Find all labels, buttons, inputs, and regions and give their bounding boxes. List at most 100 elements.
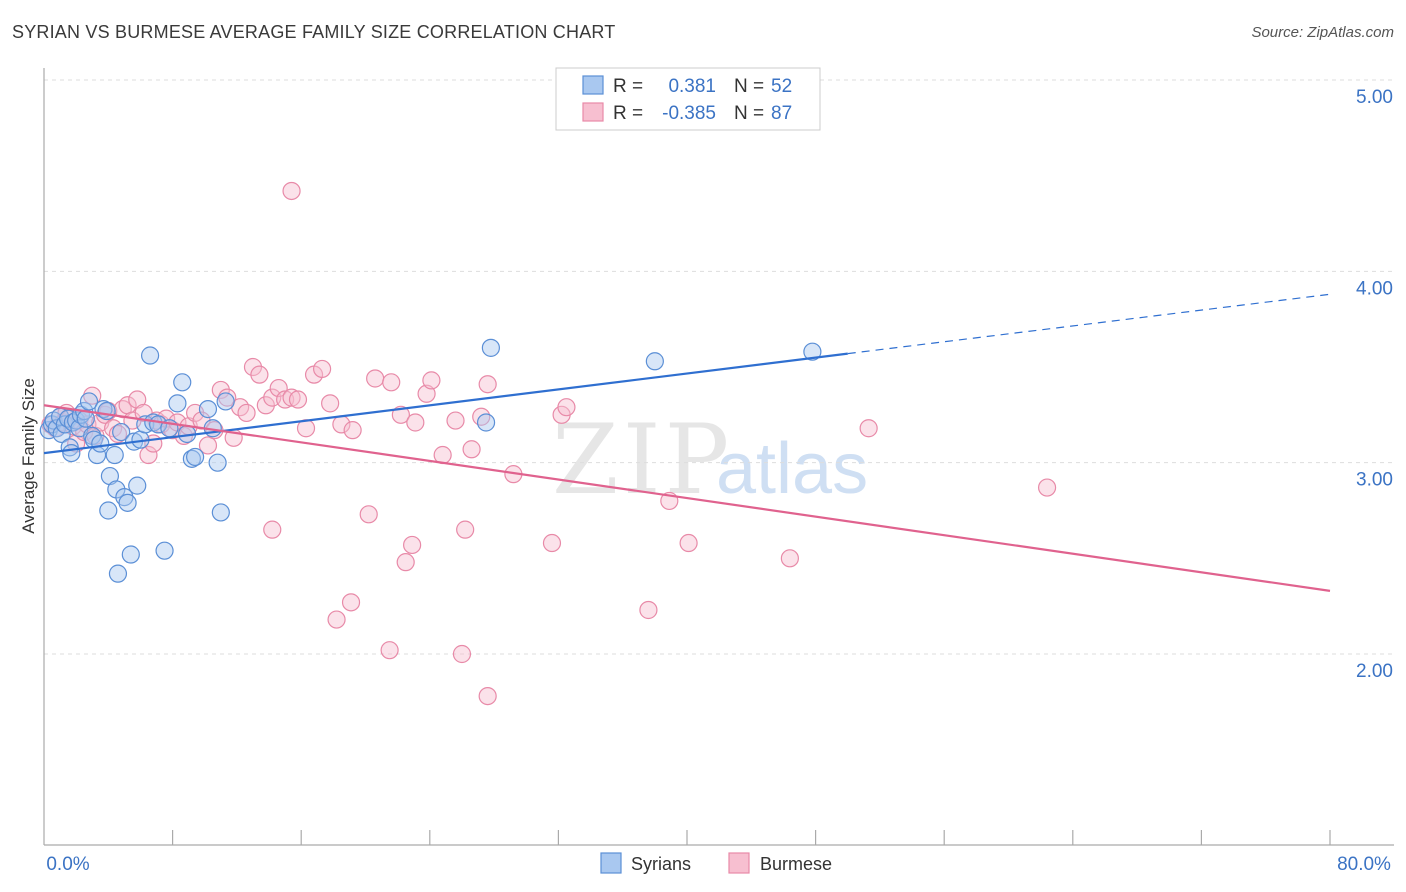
burmese-point-73 <box>780 549 799 568</box>
trend-lines <box>43 293 1331 592</box>
burmese-point-59 <box>417 384 436 403</box>
legend-swatch-syrians <box>582 75 604 95</box>
bottom-legend-label-burmese: Burmese <box>760 854 832 874</box>
bottom-legend-swatch-syrians <box>600 852 622 874</box>
burmese-point-40 <box>237 403 256 423</box>
burmese-point-57 <box>391 405 410 424</box>
burmese-point-77 <box>263 520 282 539</box>
burmese-point-48 <box>288 390 308 409</box>
legend-r-label-syrians: R = <box>613 76 643 97</box>
burmese-point-70 <box>639 600 658 620</box>
burmese-point-54 <box>343 421 362 440</box>
watermark-zip: ZIP <box>552 404 733 516</box>
chart-title: SYRIAN VS BURMESE AVERAGE FAMILY SIZE CO… <box>12 22 616 42</box>
burmese-point-42 <box>250 365 269 384</box>
syrians-trend-extension <box>847 293 1331 355</box>
legend-r-label-burmese: R = <box>613 103 643 124</box>
burmese-point-51 <box>312 359 332 379</box>
syrians-point-27 <box>108 564 128 583</box>
chart-source: Source: ZipAtlas.com <box>1251 24 1394 41</box>
syrians-point-44 <box>182 449 201 468</box>
syrians-point-54 <box>216 392 235 411</box>
legend-n-label-burmese: N = <box>734 103 764 124</box>
syrians-points <box>39 338 822 583</box>
syrians-point-23 <box>99 501 118 520</box>
burmese-point-67 <box>542 533 562 553</box>
burmese-point-46 <box>276 390 295 409</box>
syrians-point-45 <box>186 447 205 467</box>
burmese-point-72 <box>679 533 698 553</box>
syrians-point-48 <box>208 453 227 472</box>
y-tick-label-2: 4.00 <box>1356 278 1393 299</box>
legend-r-value-syrians: 0.381 <box>668 76 716 97</box>
burmese-point-82 <box>396 553 415 572</box>
burmese-point-75 <box>1037 478 1057 497</box>
x-tick-label-max: 80.0% <box>1337 854 1391 875</box>
burmese-point-78 <box>327 610 346 629</box>
burmese-point-47 <box>282 388 301 407</box>
syrians-point-16 <box>79 392 99 411</box>
series-legend: Syrians Burmese <box>600 852 832 874</box>
burmese-point-17 <box>108 424 128 444</box>
syrians-point-51 <box>645 352 664 371</box>
correlation-legend: R = 0.381 N = 52 R = -0.385 N = 87 <box>555 67 821 131</box>
burmese-point-84 <box>452 644 472 664</box>
syrians-point-5 <box>52 424 71 444</box>
y-axis-title: Average Family Size <box>19 378 38 534</box>
syrians-point-33 <box>128 476 147 495</box>
syrians-point-28 <box>112 422 131 442</box>
syrians-point-36 <box>140 346 160 365</box>
syrians-trend-line <box>43 352 848 455</box>
y-tick-label-0: 2.00 <box>1356 661 1393 682</box>
y-tick-label-1: 3.00 <box>1356 470 1393 491</box>
syrians-point-9 <box>62 444 81 463</box>
burmese-point-55 <box>366 369 385 388</box>
burmese-point-23 <box>139 445 158 465</box>
legend-r-value-burmese: -0.385 <box>662 103 716 124</box>
burmese-point-80 <box>359 505 378 524</box>
burmese-point-65 <box>478 375 497 394</box>
syrians-point-42 <box>173 373 192 392</box>
burmese-point-11 <box>83 386 102 405</box>
burmese-point-45 <box>269 378 288 398</box>
burmese-points <box>41 181 1057 706</box>
syrians-point-53 <box>476 413 496 432</box>
x-axis-ticks <box>172 830 1331 845</box>
syrians-point-29 <box>115 488 134 507</box>
syrians-point-31 <box>121 545 140 564</box>
burmese-point-74 <box>859 419 878 438</box>
syrians-point-49 <box>211 503 230 522</box>
syrians-point-15 <box>76 409 95 428</box>
burmese-point-64 <box>472 407 491 426</box>
burmese-trend-line <box>43 404 1331 592</box>
y-tick-label-3: 5.00 <box>1356 87 1393 108</box>
syrians-point-30 <box>118 493 137 512</box>
syrians-point-25 <box>105 445 124 465</box>
bottom-legend-label-syrians: Syrians <box>631 854 691 874</box>
syrians-point-22 <box>97 401 116 421</box>
watermark-atlas: atlas <box>716 429 868 509</box>
legend-n-value-syrians: 52 <box>771 76 792 97</box>
burmese-point-62 <box>446 411 465 430</box>
burmese-point-79 <box>341 593 361 612</box>
burmese-point-60 <box>422 371 441 390</box>
burmese-point-85 <box>478 686 497 706</box>
syrians-point-39 <box>155 541 174 560</box>
syrians-point-41 <box>168 394 187 413</box>
burmese-point-86 <box>456 520 475 539</box>
syrians-point-52 <box>803 342 822 361</box>
burmese-point-83 <box>403 535 422 555</box>
y-axis-tick-labels: 2.00 3.00 4.00 5.00 <box>1356 87 1393 682</box>
bottom-legend-swatch-burmese <box>728 852 750 874</box>
burmese-point-52 <box>321 394 340 413</box>
legend-n-value-burmese: 87 <box>771 103 792 124</box>
burmese-point-69 <box>557 398 576 417</box>
burmese-point-58 <box>406 413 425 432</box>
syrians-point-50 <box>481 338 500 357</box>
syrians-point-20 <box>91 434 110 453</box>
burmese-point-81 <box>380 641 399 660</box>
burmese-point-56 <box>382 373 401 392</box>
burmese-point-76 <box>282 181 301 201</box>
syrians-point-46 <box>198 399 218 419</box>
